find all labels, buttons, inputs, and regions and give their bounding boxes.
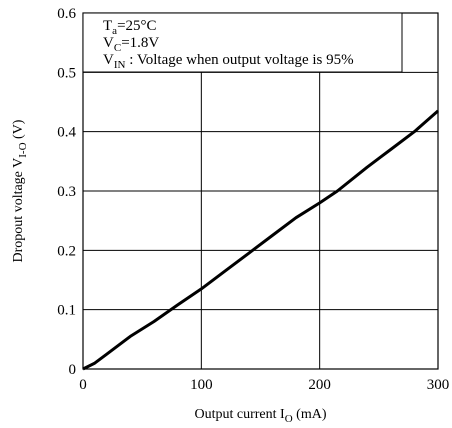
y-tick-labels: 0 0.1 0.2 0.3 0.4 0.5 0.6 (57, 6, 76, 378)
y-tick-label: 0.3 (57, 184, 76, 200)
annotation-vin-rest: : Voltage when output voltage is 95% (125, 52, 353, 68)
annotation-box: Ta=25°C VC=1.8V VIN : Voltage when outpu… (82, 12, 403, 73)
series-line (82, 109, 439, 371)
x-tick-label: 300 (427, 377, 450, 393)
annotation-vin-sub: IN (114, 59, 126, 71)
annotation-temperature-rest: =25°C (117, 18, 156, 34)
x-axis-label-main: Output current I (195, 407, 286, 422)
y-axis-label-main: Dropout voltage V (11, 158, 26, 263)
annotation-temperature-sub: a (112, 25, 117, 37)
y-tick-label: 0.6 (57, 6, 76, 22)
y-tick-label: 0.1 (57, 303, 76, 319)
x-tick-label: 200 (308, 377, 331, 393)
annotation-vin: VIN : Voltage when output voltage is 95% (103, 52, 354, 71)
y-axis-label: Dropout voltage VI-O (V) (11, 119, 29, 262)
x-axis-label-sub: O (285, 413, 293, 425)
x-axis-label-rest: (mA) (293, 407, 327, 422)
x-tick-label: 0 (79, 377, 87, 393)
annotation-vc: VC=1.8V (103, 35, 159, 54)
y-tick-label: 0.4 (57, 125, 76, 141)
annotation-temperature: Ta=25°C (103, 18, 157, 37)
x-tick-label: 100 (190, 377, 213, 393)
x-tick-labels: 0 100 200 300 (79, 377, 449, 393)
y-tick-label: 0.2 (57, 243, 76, 259)
annotation-vc-rest: =1.8V (121, 35, 159, 51)
y-tick-label: 0.5 (57, 65, 76, 81)
y-axis-label-sub: I-O (17, 142, 29, 157)
y-tick-label: 0 (69, 362, 77, 378)
annotation-vc-sub: C (114, 42, 121, 54)
annotation-vc-main: V (103, 35, 114, 51)
y-axis-label-rest: (V) (11, 119, 26, 142)
annotation-temperature-main: T (103, 18, 112, 34)
annotation-vin-main: V (103, 52, 114, 68)
x-axis-label: Output current IO (mA) (195, 407, 327, 425)
series-layer (82, 109, 439, 371)
annotation-box-frame (82, 12, 403, 73)
